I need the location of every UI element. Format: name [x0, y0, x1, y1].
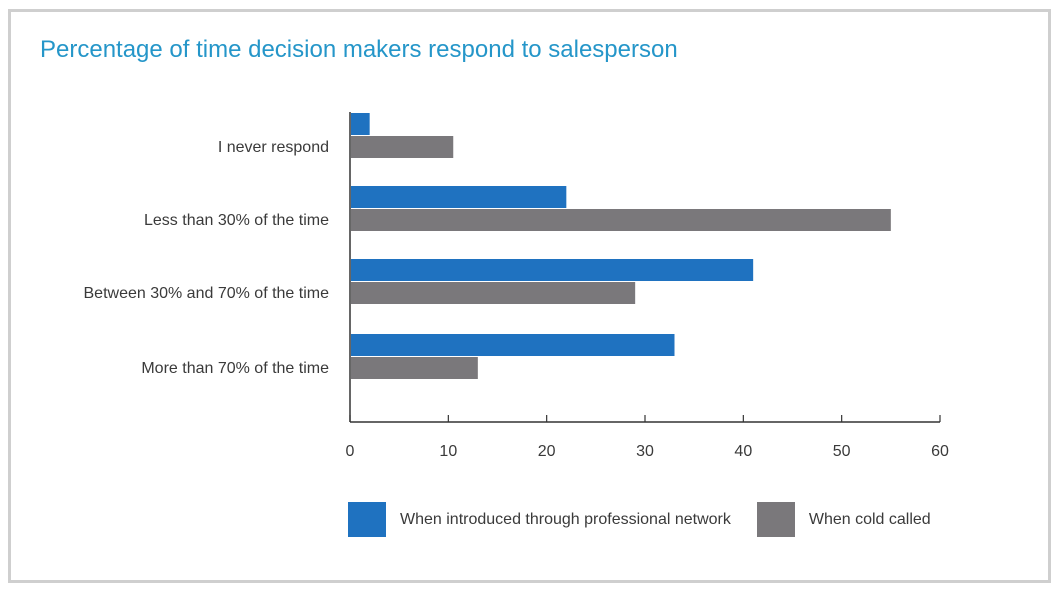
- bar-series-1-category-3: [351, 259, 754, 281]
- x-tick-label: 40: [734, 443, 752, 460]
- x-tick-label: 10: [439, 443, 457, 460]
- bar-series-1-category-4: [351, 334, 675, 356]
- chart-title: Percentage of time decision makers respo…: [40, 36, 678, 63]
- legend-label-series-1: When introduced through professional net…: [400, 510, 731, 528]
- bar-series-2-category-1: [351, 136, 454, 158]
- x-tick-label: 20: [538, 443, 556, 460]
- category-label: Less than 30% of the time: [144, 212, 329, 229]
- legend-swatch-series-1: [348, 502, 386, 537]
- x-tick-label: 60: [931, 443, 949, 460]
- x-tick-label: 30: [636, 443, 654, 460]
- legend-label-series-2: When cold called: [808, 510, 931, 528]
- chart-legend: When introduced through professional net…: [348, 502, 957, 537]
- bar-series-2-category-3: [351, 282, 636, 304]
- x-tick-label: 50: [833, 443, 851, 460]
- category-label: Between 30% and 70% of the time: [84, 285, 330, 302]
- bar-series-1-category-1: [351, 113, 370, 135]
- bar-series-1-category-2: [351, 186, 567, 208]
- legend-swatch-series-2: [756, 502, 795, 537]
- category-label: I never respond: [218, 139, 329, 156]
- bar-series-2-category-4: [351, 357, 478, 379]
- legend-item-series-1: When introduced through professional net…: [348, 502, 731, 537]
- legend-item-series-2: When cold called: [756, 502, 931, 537]
- bar-series-2-category-2: [351, 209, 891, 231]
- x-tick-label: 0: [346, 443, 355, 460]
- category-label: More than 70% of the time: [141, 360, 329, 377]
